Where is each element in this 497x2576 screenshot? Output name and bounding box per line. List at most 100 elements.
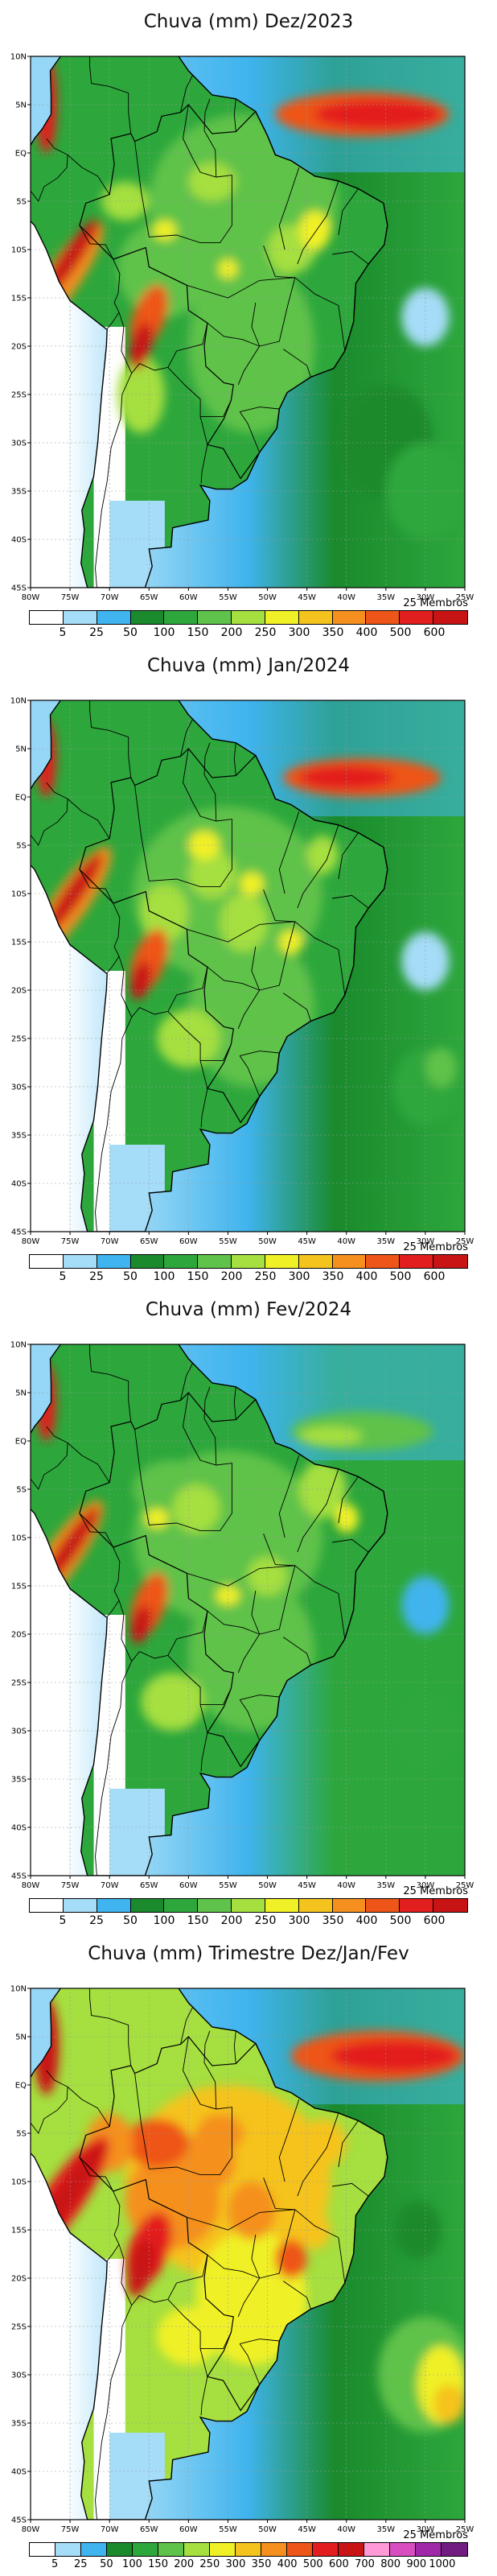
lon-label: 30W [417,1881,435,1890]
color-scale-swatch [364,2543,390,2556]
lat-label: EQ [15,2082,27,2091]
color-scale-swatch [287,2543,313,2556]
color-scale-label: 250 [199,2558,220,2570]
forecast-panel: Chuva (mm) Dez/2023 10N 5N EQ 5S 10S 15S 20S 25S… [0,0,497,644]
color-scale-swatch [416,2543,442,2556]
lon-label: 75W [61,1237,80,1246]
lon-label: 55W [219,2525,237,2534]
color-scale-swatch [232,1255,265,1268]
panel-title: Chuva (mm) Dez/2023 [143,11,354,32]
color-scale-swatch [313,2543,339,2556]
lon-label: 70W [101,2525,119,2534]
color-scale-swatch [30,1255,64,1268]
lat-label: 5N [15,745,27,754]
color-scale-swatch [63,1899,97,1912]
color-scale-label: 350 [322,626,344,639]
color-scale-swatch [400,1899,434,1912]
lon-label: 55W [219,1881,237,1890]
color-scale-label: 700 [355,2558,375,2570]
color-scale-label: 5 [59,1270,67,1283]
lon-label: 50W [258,593,277,602]
color-scale-label: 250 [254,1270,277,1283]
color-scale-swatch [232,611,265,624]
lat-label: 40S [11,2468,27,2477]
color-scale-swatch [30,1899,64,1912]
color-scale-label: 25 [89,1270,104,1283]
color-scale-label: 600 [328,2558,349,2570]
lat-label: 20S [11,2275,27,2284]
lon-label: 80W [22,1881,40,1890]
lon-label: 35W [377,1237,396,1246]
lon-label: 30W [417,2525,435,2534]
lat-label: 15S [11,1583,27,1591]
color-scale-label: 1000 [429,2558,456,2570]
color-scale-bar [29,610,468,625]
color-scale-label: 50 [100,2558,113,2570]
lon-label: 65W [140,593,158,602]
color-scale-label: 5 [59,1914,67,1927]
lon-label: 70W [101,1237,119,1246]
color-scale-swatch [390,2543,416,2556]
color-scale-swatch [265,1255,299,1268]
color-scale-label: 600 [423,626,446,639]
color-scale-swatch [198,1255,232,1268]
color-scale-swatch [400,1255,434,1268]
color-scale-label: 150 [187,1914,209,1927]
color-scale-label: 250 [254,626,277,639]
lat-label: 10S [11,2178,27,2187]
lat-label: 40S [11,1824,27,1833]
lon-label: 45W [298,1237,316,1246]
color-scale-label: 150 [148,2558,168,2570]
lat-label: 35S [11,1132,27,1141]
lon-label: 60W [179,2525,198,2534]
color-scale-label: 350 [322,1270,344,1283]
lon-label: 80W [22,593,40,602]
color-scale-swatch [339,2543,364,2556]
lat-label: 25S [11,2323,27,2332]
lon-label: 25W [456,593,474,602]
color-scale-swatch [265,1899,299,1912]
lat-label: 20S [11,987,27,996]
color-scale-label: 500 [389,1914,412,1927]
forecast-panel: Chuva (mm) Jan/2024 10N 5N EQ 5S 10S 15S 20S 25S… [0,644,497,1288]
lon-label: 55W [219,593,237,602]
lat-label: 30S [11,440,27,448]
lat-label: 40S [11,536,27,545]
members-label: 25 Membros [403,2529,468,2541]
lon-label: 25W [456,1881,474,1890]
color-scale-swatch [366,1255,400,1268]
lon-label: 65W [140,1881,158,1890]
lat-label: 30S [11,1084,27,1092]
color-scale-label: 300 [225,2558,246,2570]
lon-label: 50W [258,2525,277,2534]
panel-title: Chuva (mm) Trimestre Dez/Jan/Fev [88,1943,409,1964]
color-scale-swatch [332,611,367,624]
lat-label: 45S [11,2516,27,2525]
color-scale-label: 100 [153,626,175,639]
color-scale-swatch [198,611,232,624]
lat-label: 25S [11,391,27,400]
color-scale-label: 200 [220,1914,243,1927]
color-scale-swatch [81,2543,107,2556]
lon-label: 55W [219,1237,237,1246]
color-scale-label: 250 [254,1914,277,1927]
color-scale-swatch [130,1899,165,1912]
color-scale-label: 5 [51,2558,59,2570]
lat-label: 15S [11,939,27,947]
color-scale-swatch [366,611,400,624]
lon-label: 70W [101,1881,119,1890]
color-scale-label: 400 [355,626,378,639]
color-scale-swatch [130,1255,165,1268]
color-scale-label: 600 [423,1914,446,1927]
lon-label: 65W [140,2525,158,2534]
lat-label: EQ [15,794,27,803]
color-scale-label: 25 [73,2558,88,2570]
panel-title: Chuva (mm) Jan/2024 [146,655,351,676]
color-scale-swatch [298,1255,333,1268]
color-scale-label: 50 [123,1270,138,1283]
color-scale-label: 100 [122,2558,142,2570]
lat-label: 5S [16,842,27,851]
color-scale-label: 5 [59,626,67,639]
lon-label: 45W [298,2525,316,2534]
lat-label: 15S [11,2227,27,2235]
